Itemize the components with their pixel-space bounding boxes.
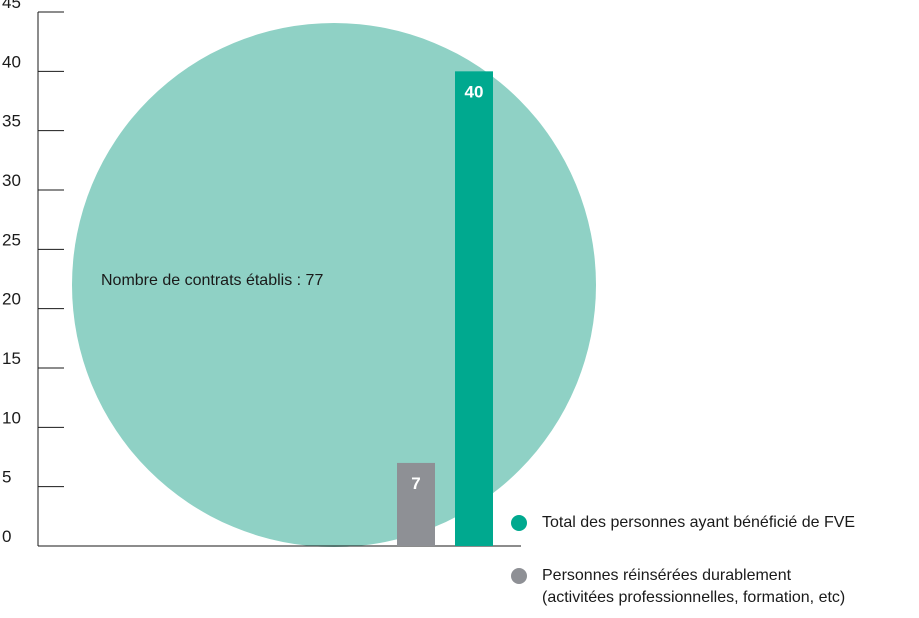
y-tick-label: 30	[2, 171, 21, 190]
legend-label-total-fve: Total des personnes ayant bénéficié de F…	[542, 514, 856, 531]
legend-item-reinserees: Personnes réinsérées durablement (activi…	[511, 565, 916, 609]
y-tick-label: 40	[2, 52, 21, 71]
legend-label-reinserees: Personnes réinsérées durablement (activi…	[542, 565, 845, 609]
y-tick-label: 25	[2, 230, 21, 249]
y-axis: 0 5 10 15 20 25 30 35 40 45	[2, 0, 64, 547]
bars: 7 40	[397, 71, 493, 546]
y-tick-label: 15	[2, 349, 21, 368]
legend-dot-teal-icon	[511, 515, 527, 531]
y-tick-label: 45	[2, 0, 21, 12]
bar-value-label: 7	[411, 474, 420, 493]
legend-item-total-fve: Total des personnes ayant bénéficié de F…	[511, 512, 916, 534]
y-tick-label: 0	[2, 527, 11, 546]
bar-grey	[397, 462, 435, 546]
y-tick-label: 5	[2, 468, 11, 487]
circle-label: Nombre de contrats établis : 77	[101, 272, 323, 289]
y-tick-label: 20	[2, 290, 21, 309]
y-tick-label: 10	[2, 408, 21, 427]
bar-value-label: 40	[465, 82, 484, 101]
legend-2: Personnes réinsérées durablement (activi…	[511, 565, 916, 609]
legend-label-reinserees-line-1: Personnes réinsérées durablement	[542, 567, 792, 584]
legend-dot-grey-icon	[511, 568, 527, 584]
bar-teal	[455, 71, 493, 546]
legend: Total des personnes ayant bénéficié de F…	[511, 512, 916, 534]
y-tick-label: 35	[2, 112, 21, 131]
legend-label-reinserees-line-2: (activitées professionnelles, formation,…	[542, 589, 846, 606]
